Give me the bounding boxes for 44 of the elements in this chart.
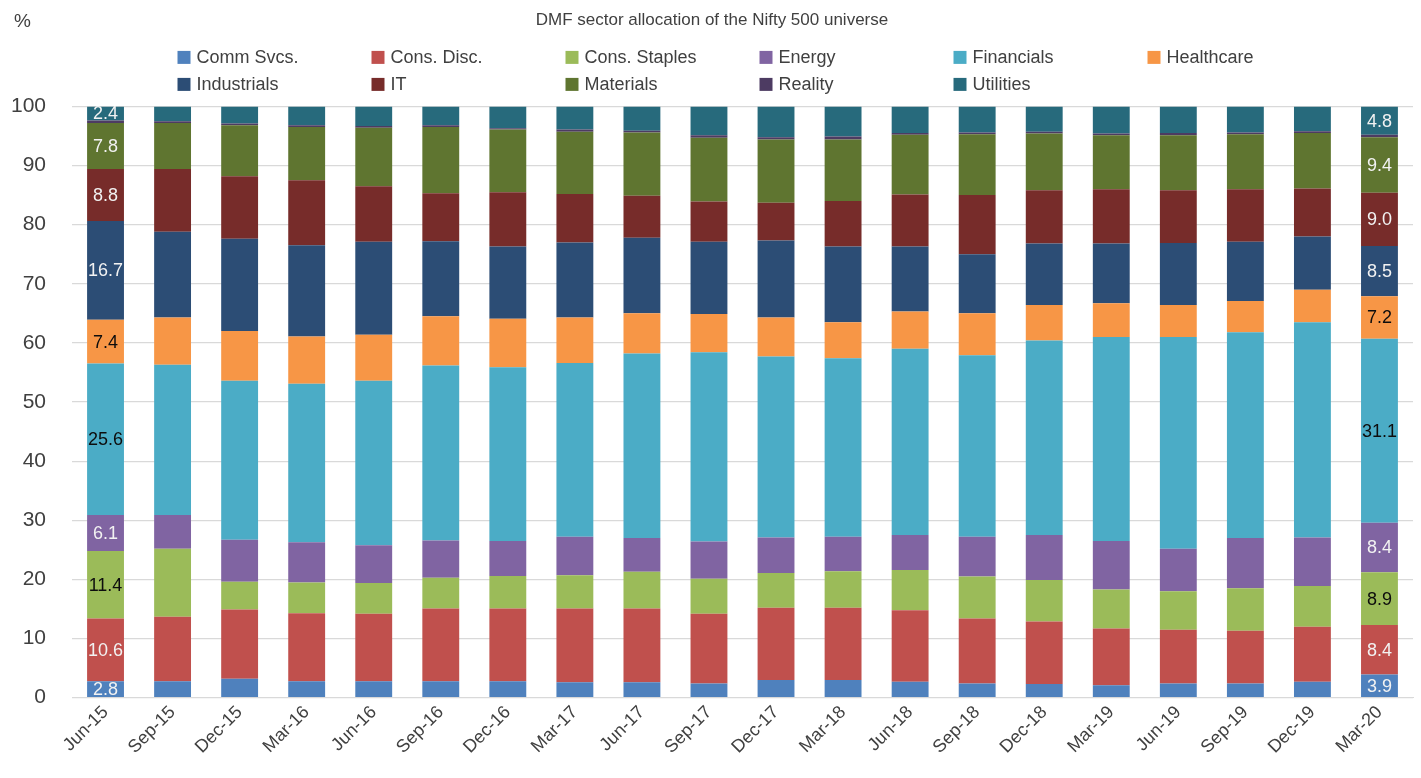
data-label: 11.4 [88, 574, 123, 595]
legend-label: IT [390, 74, 407, 95]
y-tick-label: 0 [34, 684, 46, 708]
data-label: 16.7 [88, 260, 124, 281]
y-tick-label: 60 [22, 329, 46, 353]
legend-label: Comm Svcs. [196, 47, 299, 68]
data-label: 31.1 [1361, 420, 1397, 441]
data-label: 8.8 [93, 185, 119, 206]
legend-label: Utilities [972, 74, 1031, 95]
data-label: 2.8 [93, 679, 119, 700]
data-label: 8.4 [1366, 537, 1392, 558]
legend-label: Industrials [196, 74, 279, 95]
data-label: 6.1 [93, 522, 119, 543]
y-tick-label: 90 [22, 152, 46, 176]
y-tick-label: 40 [22, 447, 46, 471]
legend-label: Cons. Disc. [390, 47, 483, 68]
data-label: 10.6 [88, 639, 124, 660]
y-tick-label: 80 [22, 211, 46, 235]
data-label: 7.2 [1366, 307, 1392, 328]
y-tick-label: 30 [22, 507, 46, 531]
data-label: 7.8 [93, 135, 119, 156]
data-label: 3.9 [1366, 675, 1392, 696]
y-tick-label: 10 [22, 625, 46, 649]
data-label: 7.4 [93, 331, 119, 352]
legend-label: Healthcare [1166, 47, 1254, 68]
data-label: 8.9 [1366, 588, 1392, 609]
y-tick-label: 50 [22, 388, 46, 412]
legend-label: Materials [584, 74, 658, 95]
y-tick-label: 70 [22, 270, 46, 294]
y-tick-label: 20 [22, 566, 46, 590]
data-label: 9.4 [1366, 154, 1392, 175]
data-label: 8.4 [1366, 639, 1392, 660]
legend-label: Reality [778, 74, 834, 95]
legend-label: Cons. Staples [584, 47, 697, 68]
y-axis-title: % [14, 10, 31, 32]
y-tick-label: 100 [10, 93, 46, 117]
legend-label: Financials [972, 47, 1054, 68]
data-label: 8.5 [1366, 261, 1392, 282]
data-label: 9.0 [1366, 209, 1392, 230]
chart-title: DMF sector allocation of the Nifty 500 universe [535, 9, 889, 29]
legend-label: Energy [778, 47, 836, 68]
data-label: 2.4 [93, 103, 119, 124]
data-label: 25.6 [88, 429, 124, 450]
data-label: 4.8 [1366, 110, 1392, 131]
